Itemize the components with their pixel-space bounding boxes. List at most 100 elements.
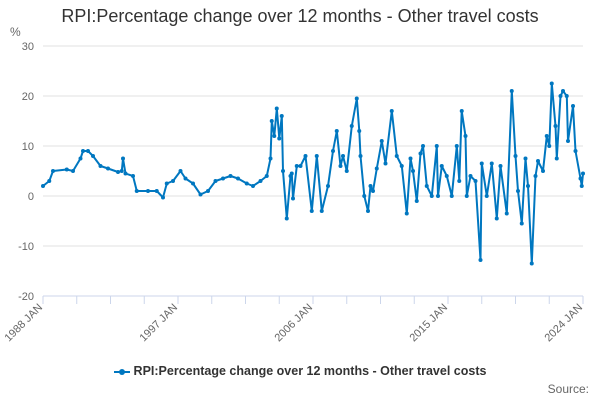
- data-point: [161, 195, 165, 200]
- x-tick-label: 2015 JAN: [407, 302, 450, 345]
- y-tick-label: 10: [22, 141, 34, 153]
- data-point: [389, 109, 394, 113]
- data-point: [366, 209, 370, 213]
- data-point: [228, 174, 233, 178]
- data-point: [344, 169, 349, 173]
- data-point: [91, 154, 95, 158]
- data-point: [236, 176, 240, 181]
- data-point: [81, 149, 85, 153]
- data-point: [424, 184, 429, 188]
- data-point: [331, 149, 335, 153]
- data-point: [298, 164, 303, 168]
- y-tick-label: 0: [28, 191, 34, 203]
- data-point: [341, 154, 345, 158]
- data-point: [408, 156, 413, 161]
- data-point: [272, 134, 277, 138]
- data-point: [206, 189, 210, 193]
- data-point: [309, 209, 314, 213]
- data-point: [178, 169, 183, 173]
- source-label: Source:: [547, 382, 589, 396]
- data-point: [289, 171, 294, 176]
- data-point: [221, 176, 225, 181]
- x-tick-label: 1997 JAN: [137, 302, 180, 345]
- data-point: [251, 184, 255, 188]
- data-point: [268, 156, 273, 161]
- data-point: [314, 154, 319, 158]
- data-point: [164, 181, 169, 186]
- data-point: [564, 94, 569, 98]
- data-point: [549, 81, 554, 86]
- data-point: [47, 179, 52, 183]
- data-point: [457, 179, 462, 183]
- data-point: [558, 94, 563, 98]
- data-point: [544, 134, 549, 138]
- data-point: [349, 124, 354, 128]
- chart-title: RPI:Percentage change over 12 months - O…: [61, 6, 539, 26]
- data-point: [183, 176, 188, 181]
- data-point: [459, 109, 464, 113]
- data-point: [294, 164, 299, 168]
- x-tick-label: 1988 JAN: [2, 302, 45, 345]
- y-tick-label: 20: [22, 91, 34, 103]
- data-point: [383, 161, 388, 166]
- data-point: [566, 139, 570, 143]
- data-point: [536, 159, 540, 163]
- data-point: [41, 184, 45, 188]
- data-point: [51, 169, 55, 173]
- legend-item[interactable]: RPI:Percentage change over 12 months - O…: [0, 364, 600, 378]
- x-tick-label: 2006 JAN: [272, 302, 315, 345]
- data-point: [338, 164, 343, 168]
- data-point: [86, 149, 90, 153]
- data-point: [357, 129, 362, 133]
- data-point: [98, 164, 103, 168]
- data-point: [579, 184, 584, 188]
- data-point: [326, 184, 330, 188]
- data-point: [258, 179, 263, 183]
- data-point: [198, 192, 203, 197]
- data-point: [479, 161, 484, 166]
- data-point: [418, 151, 423, 156]
- data-point: [473, 179, 478, 183]
- data-point: [516, 189, 520, 193]
- data-point: [64, 167, 69, 172]
- data-point: [541, 169, 545, 173]
- data-point: [494, 216, 499, 221]
- data-point: [358, 154, 363, 158]
- data-point: [489, 161, 494, 166]
- data-point: [354, 96, 359, 101]
- data-point: [244, 181, 249, 186]
- data-point: [362, 194, 367, 198]
- data-point: [334, 129, 339, 133]
- data-point: [429, 194, 434, 198]
- data-point: [399, 164, 404, 168]
- data-point: [119, 169, 124, 173]
- data-point: [411, 169, 415, 173]
- data-point: [581, 171, 585, 176]
- data-point: [319, 209, 324, 213]
- data-point: [573, 149, 578, 153]
- data-point: [519, 221, 524, 226]
- data-point: [71, 169, 75, 173]
- data-point: [279, 114, 284, 118]
- data-point: [468, 174, 473, 178]
- data-point: [439, 164, 444, 168]
- data-point: [213, 179, 218, 183]
- legend-label: RPI:Percentage change over 12 months - O…: [133, 364, 487, 378]
- data-point: [121, 156, 125, 161]
- data-point: [414, 199, 419, 203]
- data-point: [277, 136, 282, 141]
- y-tick-label: -10: [18, 241, 34, 253]
- data-point: [578, 176, 583, 181]
- data-point: [523, 156, 528, 161]
- data-point: [436, 194, 440, 198]
- y-axis-unit-label: %: [10, 25, 21, 39]
- data-point: [464, 194, 469, 198]
- data-point: [533, 174, 538, 178]
- data-point: [394, 154, 399, 158]
- data-point: [449, 194, 454, 198]
- data-point: [513, 154, 518, 158]
- data-point: [434, 144, 439, 148]
- x-tick-label: 2024 JAN: [542, 302, 585, 345]
- data-point: [303, 154, 308, 158]
